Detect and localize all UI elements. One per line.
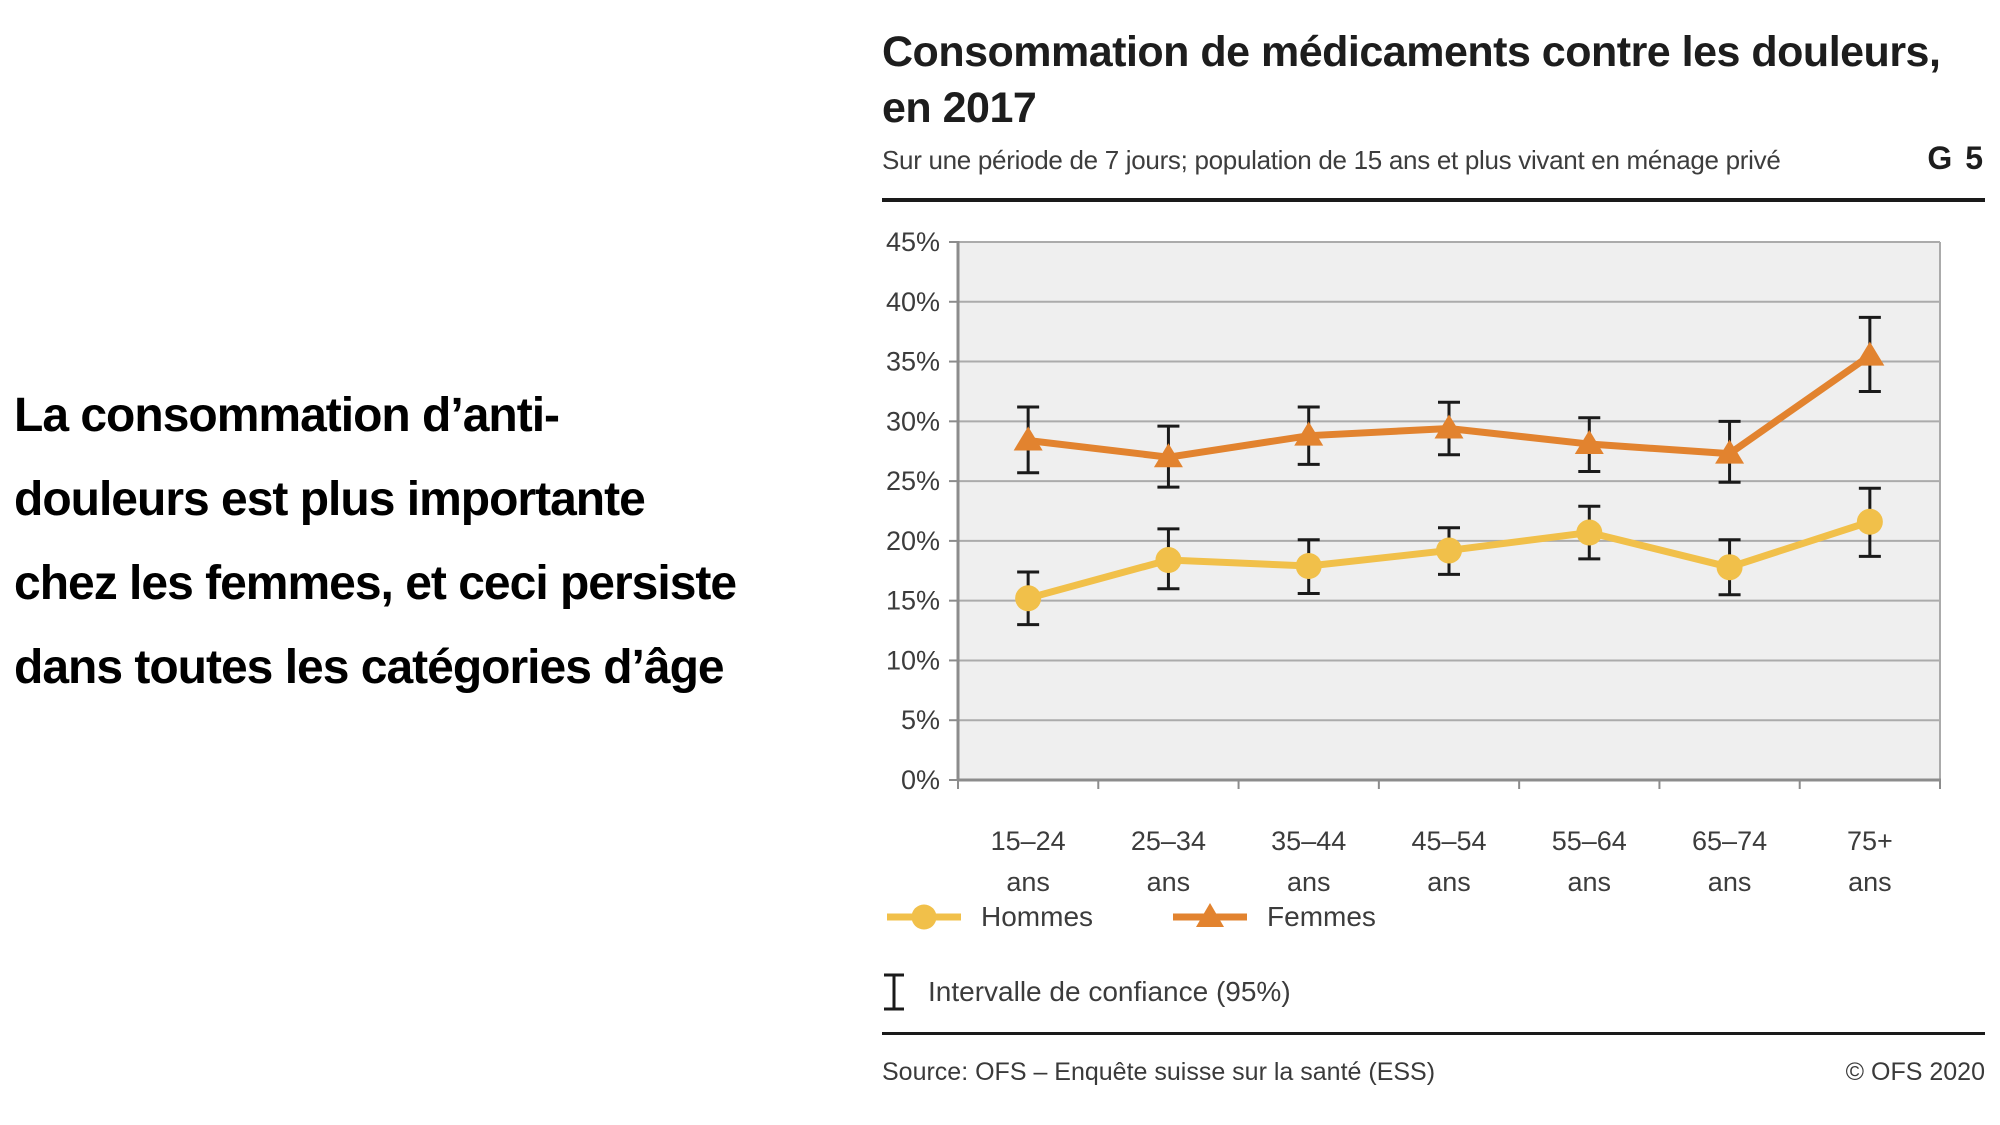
legend-swatch-marker-femmes bbox=[1196, 903, 1225, 927]
marker-femmes-5 bbox=[1715, 439, 1745, 464]
marker-femmes-4 bbox=[1574, 430, 1604, 455]
x-axis-label-0: 15–24 bbox=[991, 826, 1066, 856]
x-axis-label-5: 65–74 bbox=[1692, 826, 1767, 856]
x-axis-label-unit-4: ans bbox=[1568, 867, 1612, 895]
legend-item-femmes: Femmes bbox=[1171, 900, 1376, 934]
marker-hommes-1 bbox=[1155, 547, 1182, 574]
confidence-interval-icon bbox=[884, 973, 904, 1011]
x-axis-label-unit-0: ans bbox=[1006, 867, 1050, 895]
marker-femmes-0 bbox=[1013, 426, 1043, 451]
key-message-line: chez les femmes, et ceci persiste bbox=[14, 557, 737, 610]
chart-subtitle-row: Sur une période de 7 jours; population d… bbox=[882, 140, 1985, 178]
y-axis-label-5: 5% bbox=[901, 705, 940, 735]
y-axis-label-25: 25% bbox=[886, 466, 940, 496]
chart-svg: 0% 5% 10% 15% 20% 25% 30% 35% 40% 45% 15–24 ans 25–3… bbox=[886, 227, 1941, 895]
legend-label-hommes: Hommes bbox=[981, 901, 1094, 932]
x-axis-label-unit-2: ans bbox=[1287, 867, 1331, 895]
ci-legend-label: Intervalle de confiance (95%) bbox=[928, 976, 1291, 1007]
x-axis-label-2: 35–44 bbox=[1271, 826, 1346, 856]
legend-item-hommes: Hommes bbox=[885, 900, 1093, 934]
y-axis-label-10: 10% bbox=[886, 645, 940, 675]
key-message-line: douleurs est plus importante bbox=[14, 473, 646, 526]
source-note: Source: OFS – Enquête suisse sur la sant… bbox=[882, 1058, 1436, 1086]
marker-hommes-5 bbox=[1716, 554, 1743, 581]
marker-hommes-3 bbox=[1436, 537, 1462, 564]
x-axis-label-1: 25–34 bbox=[1131, 826, 1206, 856]
x-axis-label-unit-6: ans bbox=[1848, 867, 1892, 895]
key-message-line: dans toutes les catégories d’âge bbox=[14, 641, 725, 694]
x-axis-label-unit-3: ans bbox=[1427, 867, 1471, 895]
ci-legend: Intervalle de confiance (95%) bbox=[882, 970, 1291, 1014]
femmes-line-triangle-icon bbox=[1173, 903, 1248, 927]
key-message: La consommation d’anti- douleurs est plu… bbox=[14, 374, 874, 710]
y-axis-label-35: 35% bbox=[886, 347, 940, 377]
x-axis-label-unit-1: ans bbox=[1147, 867, 1191, 895]
marker-hommes-6 bbox=[1856, 508, 1883, 535]
divider-top bbox=[882, 198, 1985, 202]
legend-swatch-marker-hommes bbox=[911, 904, 937, 930]
chart-title: Consommation de médicaments contre les d… bbox=[882, 24, 1941, 136]
y-axis-label-40: 40% bbox=[886, 287, 940, 317]
x-axis-label-6: 75+ bbox=[1847, 826, 1893, 856]
marker-femmes-1 bbox=[1153, 443, 1183, 468]
chart-title-line: Consommation de médicaments contre les d… bbox=[882, 28, 1941, 76]
legend-label-femmes: Femmes bbox=[1267, 901, 1376, 932]
marker-femmes-2 bbox=[1294, 421, 1324, 446]
chart-title-line: en 2017 bbox=[882, 84, 1037, 132]
y-axis-label-0: 0% bbox=[901, 765, 940, 795]
chart-footer: Source: OFS – Enquête suisse sur la sant… bbox=[882, 1058, 1985, 1087]
x-axis-label-3: 45–54 bbox=[1411, 826, 1486, 856]
x-axis-label-4: 55–64 bbox=[1552, 826, 1627, 856]
marker-hommes-2 bbox=[1295, 552, 1322, 579]
x-axis-label-unit-5: ans bbox=[1708, 867, 1752, 895]
y-axis-label-15: 15% bbox=[886, 586, 940, 616]
y-axis-label-45: 45% bbox=[886, 227, 940, 257]
y-axis-label-20: 20% bbox=[886, 526, 940, 556]
plot-area bbox=[958, 242, 1940, 780]
marker-hommes-0 bbox=[1015, 585, 1042, 612]
marker-femmes-3 bbox=[1434, 414, 1464, 439]
y-axis-label-30: 30% bbox=[886, 406, 940, 436]
hommes-line-circle-icon bbox=[887, 904, 961, 930]
marker-hommes-4 bbox=[1576, 519, 1603, 546]
legend: Hommes Femmes bbox=[885, 900, 1376, 934]
marker-femmes-6 bbox=[1855, 341, 1885, 366]
copyright-note: © OFS 2020 bbox=[1845, 1058, 1985, 1086]
chart-subtitle: Sur une période de 7 jours; population d… bbox=[882, 145, 1781, 175]
chart-panel: Consommation de médicaments contre les d… bbox=[882, 22, 1985, 1122]
divider-bottom bbox=[882, 1032, 1985, 1035]
key-message-line: La consommation d’anti- bbox=[14, 389, 560, 442]
graph-id: G 5 bbox=[1927, 140, 1985, 176]
